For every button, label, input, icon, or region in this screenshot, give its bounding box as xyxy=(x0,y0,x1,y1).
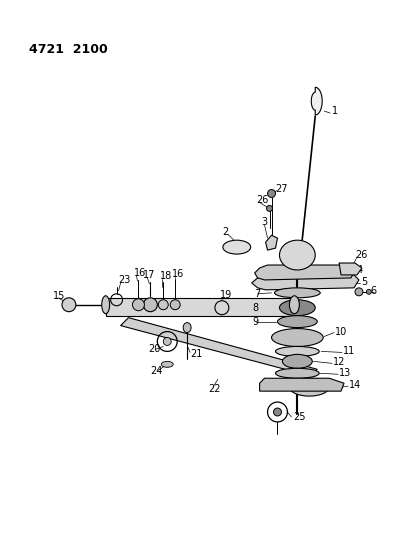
Text: 23: 23 xyxy=(119,275,131,285)
Polygon shape xyxy=(266,235,277,250)
Text: 10: 10 xyxy=(335,327,347,336)
Text: 9: 9 xyxy=(253,317,259,327)
Text: 1: 1 xyxy=(332,106,338,116)
Polygon shape xyxy=(106,298,295,316)
Text: 5: 5 xyxy=(361,277,367,287)
Text: 4721  2100: 4721 2100 xyxy=(29,43,108,56)
Text: 26: 26 xyxy=(355,250,367,260)
Ellipse shape xyxy=(279,300,315,316)
Ellipse shape xyxy=(161,361,173,367)
Circle shape xyxy=(170,300,180,310)
Text: 24: 24 xyxy=(151,366,163,376)
Circle shape xyxy=(366,289,371,294)
Text: 13: 13 xyxy=(339,368,351,378)
Polygon shape xyxy=(311,87,322,115)
Polygon shape xyxy=(259,378,344,391)
Text: 18: 18 xyxy=(160,271,173,281)
Circle shape xyxy=(163,337,171,345)
Text: 12: 12 xyxy=(333,357,346,367)
Text: 16: 16 xyxy=(172,269,184,279)
Text: 26: 26 xyxy=(257,196,269,205)
Circle shape xyxy=(266,205,273,212)
Ellipse shape xyxy=(289,378,329,396)
Text: 7: 7 xyxy=(255,289,261,299)
Text: 11: 11 xyxy=(343,346,355,357)
Text: 2: 2 xyxy=(222,227,228,237)
Text: 8: 8 xyxy=(253,303,259,313)
Circle shape xyxy=(273,408,282,416)
Ellipse shape xyxy=(223,240,251,254)
Text: 22: 22 xyxy=(208,384,220,394)
Ellipse shape xyxy=(282,354,312,368)
Text: 4: 4 xyxy=(357,265,363,275)
Polygon shape xyxy=(121,318,317,376)
Circle shape xyxy=(268,190,275,197)
Text: 3: 3 xyxy=(262,217,268,227)
Polygon shape xyxy=(339,263,362,275)
Text: 21: 21 xyxy=(190,350,202,359)
Text: 16: 16 xyxy=(133,268,146,278)
Text: 17: 17 xyxy=(144,270,156,280)
Circle shape xyxy=(62,298,76,312)
Ellipse shape xyxy=(272,328,323,346)
Text: 15: 15 xyxy=(53,291,65,301)
Polygon shape xyxy=(252,275,359,290)
Circle shape xyxy=(355,288,363,296)
Text: 19: 19 xyxy=(220,290,232,300)
Ellipse shape xyxy=(279,240,315,270)
Polygon shape xyxy=(255,265,355,280)
Text: 6: 6 xyxy=(371,286,377,296)
Circle shape xyxy=(133,299,144,311)
Circle shape xyxy=(144,298,157,312)
Ellipse shape xyxy=(277,316,317,328)
Ellipse shape xyxy=(102,296,110,314)
Text: 20: 20 xyxy=(149,344,161,354)
Circle shape xyxy=(158,300,168,310)
Ellipse shape xyxy=(289,296,299,314)
Ellipse shape xyxy=(275,346,319,357)
Ellipse shape xyxy=(183,322,191,333)
Text: 14: 14 xyxy=(349,380,361,390)
Text: 27: 27 xyxy=(275,183,288,193)
Ellipse shape xyxy=(275,288,320,298)
Ellipse shape xyxy=(275,368,319,378)
Text: 25: 25 xyxy=(293,412,306,422)
